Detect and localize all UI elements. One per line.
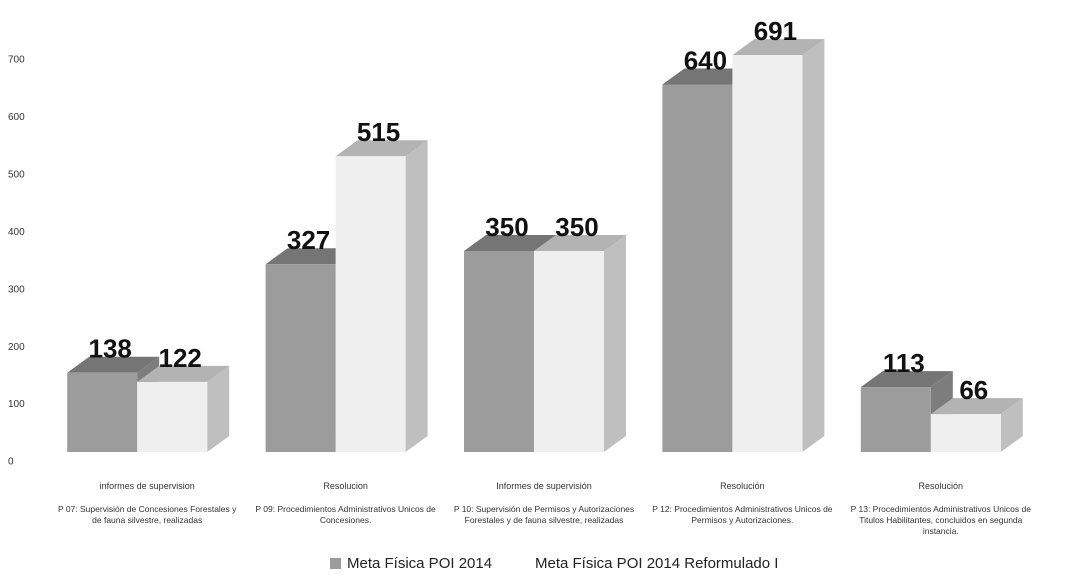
legend-swatch <box>330 558 341 569</box>
x-tick-label: P 07: Supervisión de Concesiones Foresta… <box>57 504 237 525</box>
category-unit: informes de supervision <box>99 481 195 491</box>
bar-top <box>930 398 1023 415</box>
legend-label: Meta Física POI 2014 <box>347 555 493 572</box>
value-label: 350 <box>485 212 528 242</box>
value-label: 691 <box>754 16 797 46</box>
y-tick-label: 0 <box>8 457 14 468</box>
y-tick-label: 600 <box>8 112 25 123</box>
y-tick-label: 300 <box>8 284 25 295</box>
bar-side <box>1000 398 1023 452</box>
bar <box>464 251 534 452</box>
bar-top <box>137 365 230 382</box>
bar-top <box>265 248 358 265</box>
value-label: 640 <box>684 45 727 75</box>
bar-top <box>534 235 626 251</box>
value-label: 327 <box>287 225 330 255</box>
x-tick-label: P 09: Procedimientos Administrativos Uni… <box>255 504 436 525</box>
bar-side <box>604 235 626 452</box>
value-label: 122 <box>159 343 202 373</box>
y-tick-label: 200 <box>8 342 25 353</box>
bar <box>335 156 406 452</box>
legend-item: Meta Física POI 2014 Reformulado I <box>535 555 778 572</box>
legend-label: Meta Física POI 2014 Reformulado I <box>535 555 779 572</box>
x-tick-label: P 12: Procedimientos Administrativos Uni… <box>652 504 833 525</box>
x-tick-label: P 13: Procedimientos Administrativos Uni… <box>850 504 1031 536</box>
legend-item: Meta Física POI 2014 <box>330 555 492 572</box>
bar-top <box>860 371 953 388</box>
bar <box>137 381 208 452</box>
bar-top <box>464 235 556 251</box>
category-unit: Resolucion <box>323 481 368 491</box>
bar-top <box>662 68 755 85</box>
bar <box>732 55 803 452</box>
bar <box>67 372 138 452</box>
category-unit: Resolución <box>918 481 964 491</box>
bar <box>662 84 733 452</box>
value-label: 350 <box>555 212 598 242</box>
bar-top <box>335 140 428 157</box>
category-unit: Resolución <box>720 481 765 491</box>
bar <box>930 414 1001 452</box>
value-label: 66 <box>959 375 988 405</box>
value-label: 113 <box>883 348 925 378</box>
bar-top <box>732 39 825 56</box>
value-label: 515 <box>357 117 400 147</box>
y-tick-label: 100 <box>8 399 25 410</box>
y-tick-label: 700 <box>8 55 25 66</box>
value-label: 138 <box>89 334 132 364</box>
bar <box>534 251 604 452</box>
bar-side <box>802 39 825 452</box>
bar-side <box>405 140 428 452</box>
x-tick-label: P 10: Supervisión de Permisos y Autoriza… <box>453 504 635 525</box>
bar <box>860 387 931 452</box>
category-unit: Informes de supervisión <box>496 481 592 491</box>
y-tick-label: 500 <box>8 169 25 180</box>
bar-top <box>67 356 160 373</box>
bar <box>265 264 336 452</box>
bar-side <box>207 365 230 452</box>
y-tick-label: 400 <box>8 227 25 238</box>
